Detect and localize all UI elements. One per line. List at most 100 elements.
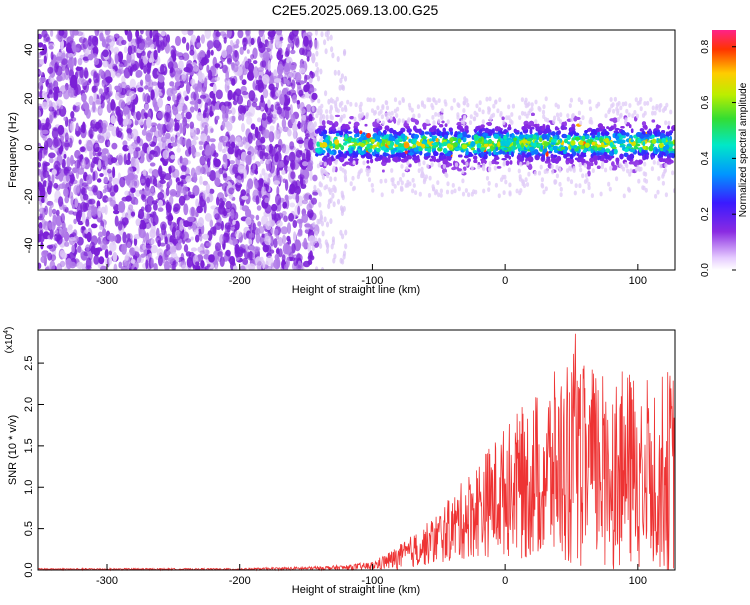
- spectrogram-noise-cell: [175, 35, 181, 47]
- spectrogram-noise-cell: [68, 251, 76, 260]
- spectrogram-noise-cell: [95, 73, 101, 83]
- spectrogram-noise-cell: [222, 153, 228, 163]
- spectrogram-signal-cell: [348, 121, 352, 125]
- spectrogram-faint-cell: [312, 137, 316, 144]
- spectrogram-noise-cell: [243, 105, 249, 112]
- spectrogram-noise-cell: [204, 213, 212, 222]
- spectrogram-faint-cell: [339, 229, 343, 236]
- spectrogram-noise-cell: [267, 31, 271, 37]
- spectrogram-faint-cell: [329, 176, 333, 183]
- spectrogram-noise-cell: [175, 113, 182, 121]
- spectrogram-noise-cell: [152, 135, 158, 146]
- spectrogram-noise-cell: [130, 44, 136, 55]
- spectrogram-noise-cell: [63, 153, 67, 159]
- spectrogram-noise-cell: [129, 187, 136, 194]
- spectrogram-noise-cell: [63, 116, 67, 121]
- spectrogram-noise-cell: [219, 256, 225, 267]
- spectrogram-noise-cell: [93, 255, 100, 265]
- spectrogram-noise-cell: [223, 36, 227, 44]
- spectrogram-noise-cell: [200, 133, 208, 142]
- spectrogram-noise-cell: [199, 145, 203, 150]
- spectrogram-noise-cell: [291, 30, 299, 37]
- spectrogram-noise-cell: [309, 212, 317, 221]
- spectrogram-noise-cell: [38, 222, 43, 230]
- spectrogram-noise-cell: [159, 242, 166, 247]
- spectrogram-noise-cell: [205, 183, 211, 195]
- spectrogram-noise-cell: [139, 189, 143, 195]
- spectrogram-noise-cell: [169, 221, 177, 233]
- spectrogram-noise-cell: [38, 149, 43, 162]
- spectrogram-noise-cell: [193, 65, 199, 72]
- spectrogram-noise-cell: [38, 42, 44, 48]
- spectrogram-noise-cell: [193, 229, 199, 236]
- spectrogram-noise-cell: [251, 101, 258, 108]
- spectrogram-noise-cell: [133, 149, 139, 159]
- spectrogram-noise-cell: [153, 49, 158, 60]
- spectrogram-noise-cell: [119, 176, 126, 188]
- spectrogram-noise-cell: [104, 248, 109, 259]
- spectrogram-noise-cell: [265, 106, 272, 116]
- spectrogram-noise-cell: [81, 79, 88, 87]
- spectrogram-noise-cell: [252, 246, 261, 253]
- spectrogram-noise-cell: [283, 108, 292, 119]
- spectrogram-noise-cell: [241, 195, 249, 200]
- spectrogram-noise-cell: [181, 157, 189, 166]
- spectrogram-noise-cell: [75, 84, 81, 96]
- spectrogram-noise-cell: [64, 139, 69, 151]
- spectrogram-cells: [38, 30, 675, 270]
- spectrogram-noise-cell: [244, 111, 252, 118]
- spectrogram-noise-cell: [144, 204, 152, 213]
- spectrogram-noise-cell: [227, 147, 234, 155]
- spectrogram-faint-cell: [330, 243, 334, 250]
- spectrogram-noise-cell: [254, 169, 258, 175]
- spectrogram-noise-cell: [153, 262, 157, 269]
- spectrogram-faint-cell: [329, 34, 333, 41]
- spectrogram-noise-cell: [286, 222, 292, 235]
- spectrogram-faint-cell: [340, 207, 345, 214]
- spectrogram-noise-cell: [226, 122, 233, 132]
- spectrogram-noise-cell: [38, 103, 43, 109]
- spectrogram-noise-cell: [226, 30, 232, 38]
- spectrogram-noise-cell: [83, 99, 88, 110]
- spectrogram-noise-cell: [117, 82, 123, 94]
- spectrogram-noise-cell: [153, 202, 158, 211]
- spectrogram-noise-cell: [162, 253, 166, 264]
- spectrogram-noise-cell: [271, 30, 276, 36]
- spectrogram-noise-cell: [74, 197, 79, 209]
- spectrogram-noise-cell: [207, 230, 213, 242]
- spectrogram-noise-cell: [190, 167, 196, 178]
- spectrogram-noise-cell: [121, 75, 126, 84]
- spectrogram-noise-cell: [128, 204, 134, 211]
- spectrogram-signal-cell: [408, 138, 412, 143]
- spectrogram-noise-cell: [291, 243, 296, 254]
- spectrogram-signal-cell: [603, 159, 609, 163]
- spectrogram-noise-cell: [72, 104, 77, 111]
- spectrogram-noise-cell: [261, 186, 265, 197]
- spectrogram-noise-cell: [309, 87, 317, 92]
- spectrogram-noise-cell: [278, 248, 283, 258]
- spectrogram-noise-cell: [186, 256, 193, 268]
- spectrogram-noise-cell: [38, 182, 43, 187]
- spectrogram-noise-cell: [48, 180, 53, 191]
- spectrogram-noise-cell: [267, 99, 271, 109]
- spectrogram-noise-cell: [276, 220, 283, 228]
- spectrogram-signal-cell: [651, 119, 656, 123]
- spectrogram-noise-cell: [40, 255, 46, 264]
- spectrogram-noise-cell: [50, 51, 54, 60]
- spectrogram-noise-cell: [231, 115, 236, 122]
- spectrogram-noise-cell: [53, 182, 59, 189]
- spectrogram-noise-cell: [270, 104, 275, 112]
- spectrogram-noise-cell: [250, 233, 255, 238]
- spectrogram-noise-cell: [297, 120, 302, 130]
- spectrogram-noise-cell: [308, 39, 313, 49]
- spectrogram-noise-cell: [185, 82, 191, 94]
- spectrogram-noise-cell: [150, 89, 155, 101]
- spectrogram-noise-cell: [86, 231, 92, 243]
- spectrogram-noise-cell: [146, 68, 151, 75]
- spectrogram-signal-cell: [455, 147, 461, 151]
- spectrogram-noise-cell: [124, 30, 129, 36]
- spectrogram-noise-cell: [199, 250, 205, 255]
- spectrogram-noise-cell: [289, 42, 294, 48]
- spectrogram-noise-cell: [137, 38, 146, 51]
- spectrogram-noise-cell: [130, 211, 136, 217]
